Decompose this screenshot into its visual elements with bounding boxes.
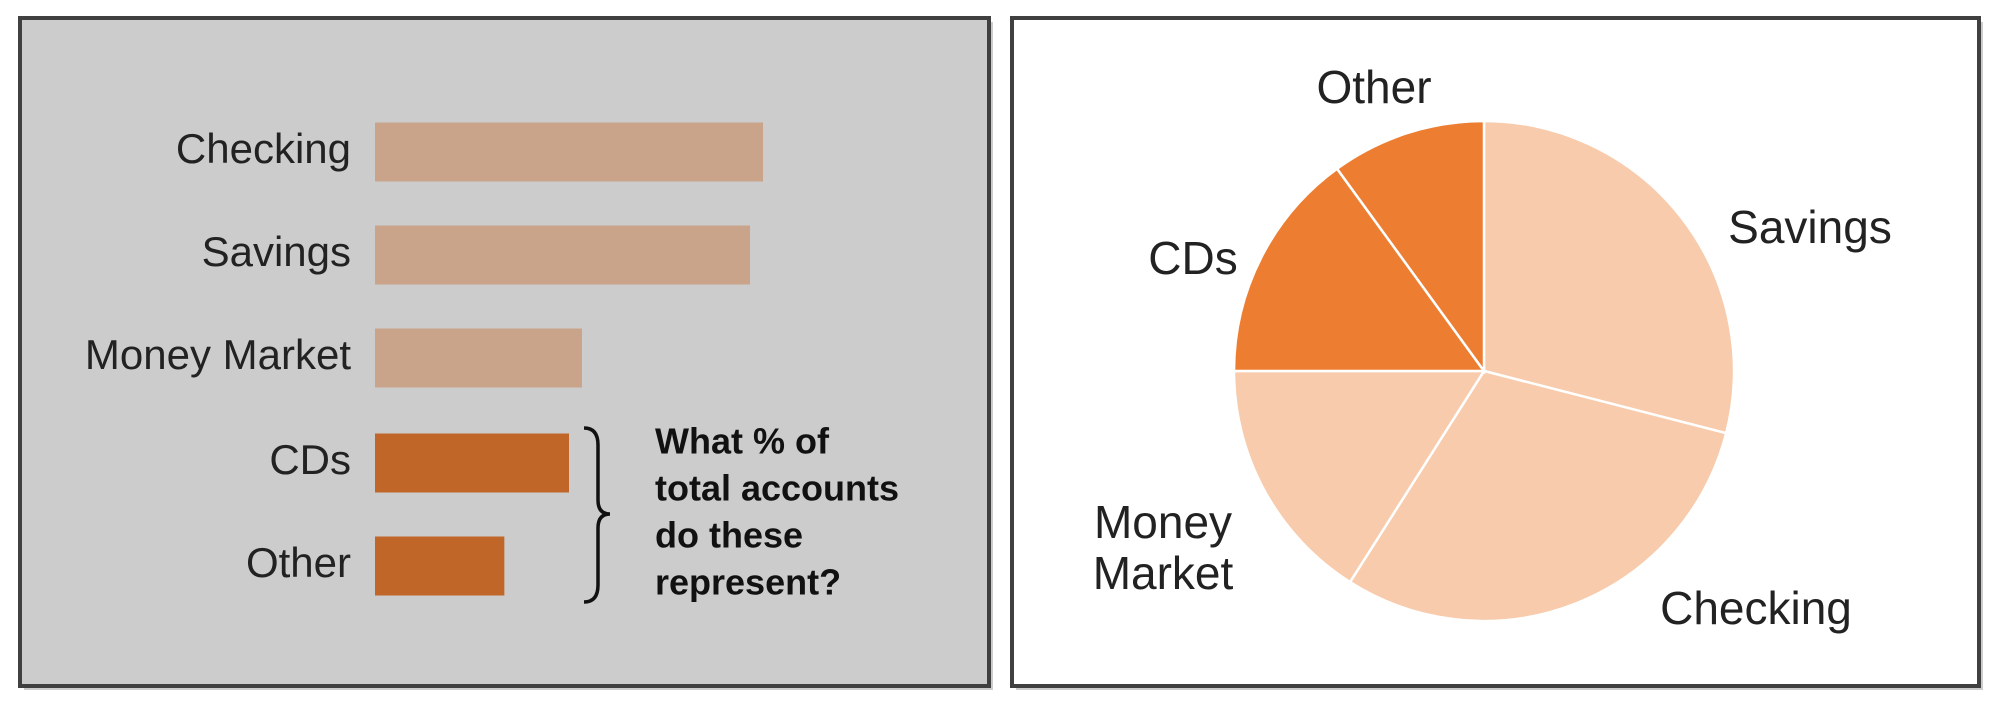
annotation: do these	[655, 515, 803, 556]
bar	[375, 536, 505, 596]
bar	[375, 122, 763, 182]
slice-label-box: Checking	[1636, 538, 1876, 678]
slice-label: Other	[1316, 60, 1432, 113]
slice-label-box: Other	[1294, 17, 1454, 157]
pie-chart: Savings Checking Money Market CDs Other	[1063, 17, 1910, 678]
pie-slice	[1232, 369, 1487, 584]
pie-slice	[1335, 119, 1486, 375]
slice-label-wrap: Money Market	[1063, 478, 1263, 618]
slice-label-wrap: Checking	[1636, 538, 1876, 678]
category-label: Money Market	[85, 331, 351, 378]
brace	[583, 426, 611, 604]
bar	[375, 225, 751, 285]
category-label: CDs	[269, 436, 351, 483]
slice-label-box: Savings	[1710, 157, 1910, 297]
annotation: What % of	[655, 421, 830, 462]
slice-label-box: CDs	[1123, 188, 1263, 328]
bar	[375, 433, 569, 493]
annotation: total accounts	[655, 468, 899, 509]
slice-label-box: Money Market	[1063, 478, 1263, 618]
category-label: Other	[246, 539, 351, 586]
pie-slice	[1348, 369, 1728, 623]
slice-label: Money Market	[1092, 496, 1234, 599]
bar	[375, 328, 582, 388]
bar-chart: Checking Savings Money Market CDs Other What …	[85, 122, 899, 603]
slice-label: Checking	[1660, 581, 1852, 634]
slice-label-wrap: Savings	[1710, 157, 1910, 297]
pie-slice	[1232, 166, 1487, 373]
annotation: represent?	[655, 562, 841, 603]
pie-slice	[1482, 119, 1736, 435]
category-label: Checking	[176, 125, 351, 172]
slice-label: CDs	[1148, 231, 1238, 284]
slice-label-wrap: CDs	[1123, 188, 1263, 328]
category-label: Savings	[202, 228, 351, 275]
slice-label: Savings	[1728, 200, 1892, 253]
slice-label-wrap: Other	[1294, 17, 1454, 157]
